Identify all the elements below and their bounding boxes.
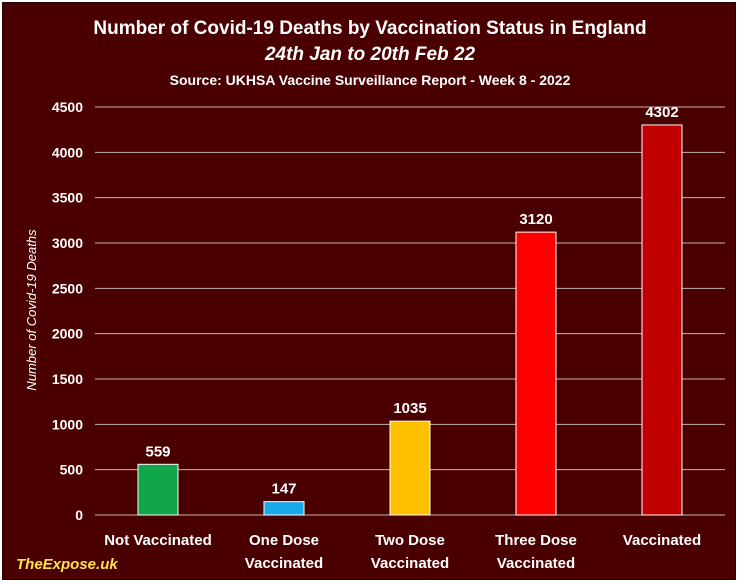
- category-label: Three Dose: [495, 532, 577, 549]
- bar: [515, 231, 557, 516]
- category-label: Not Vaccinated: [104, 532, 212, 549]
- y-tick-label: 2000: [52, 326, 83, 342]
- category-labels: Not Vaccinated One Dose Vaccinated Two Dose…: [104, 532, 701, 572]
- y-tick-label: 1000: [52, 416, 83, 432]
- chart-source: Source: UKHSA Vaccine Surveillance Repor…: [169, 72, 571, 88]
- bar-data-label: 3120: [519, 211, 552, 228]
- chart-title: Number of Covid-19 Deaths by Vaccination…: [93, 18, 647, 39]
- data-labels: 559 147 1035 3120 4302: [145, 104, 678, 498]
- chart-subtitle: 24th Jan to 20th Feb 22: [264, 44, 476, 65]
- y-tick-label: 0: [75, 507, 83, 523]
- bar-data-label: 559: [145, 443, 170, 460]
- bars: [137, 124, 683, 516]
- category-label: Vaccinated: [371, 555, 449, 572]
- bar-data-label: 1035: [393, 400, 426, 417]
- y-axis-label: Number of Covid-19 Deaths: [24, 229, 39, 391]
- bar: [389, 420, 431, 516]
- bar: [137, 463, 179, 516]
- y-axis-ticks: 0 500 1000 1500 2000 2500 3000 3500 4000 4500: [52, 99, 83, 523]
- bar-data-label: 4302: [645, 104, 678, 121]
- bar-data-label: 147: [271, 481, 296, 498]
- bar: [641, 124, 683, 516]
- category-label: Vaccinated: [623, 532, 701, 549]
- y-tick-label: 1500: [52, 371, 83, 387]
- y-tick-label: 500: [60, 462, 84, 478]
- y-tick-label: 2500: [52, 280, 83, 296]
- bar: [263, 501, 305, 516]
- category-label: One Dose: [249, 532, 319, 549]
- category-label: Two Dose: [375, 532, 445, 549]
- watermark-text: TheExpose.uk: [16, 556, 118, 573]
- category-label: Vaccinated: [497, 555, 575, 572]
- y-tick-label: 3500: [52, 190, 83, 206]
- gridlines: [95, 106, 725, 516]
- y-tick-label: 3000: [52, 235, 83, 251]
- y-tick-label: 4000: [52, 144, 83, 160]
- category-label: Vaccinated: [245, 555, 323, 572]
- y-tick-label: 4500: [52, 99, 83, 115]
